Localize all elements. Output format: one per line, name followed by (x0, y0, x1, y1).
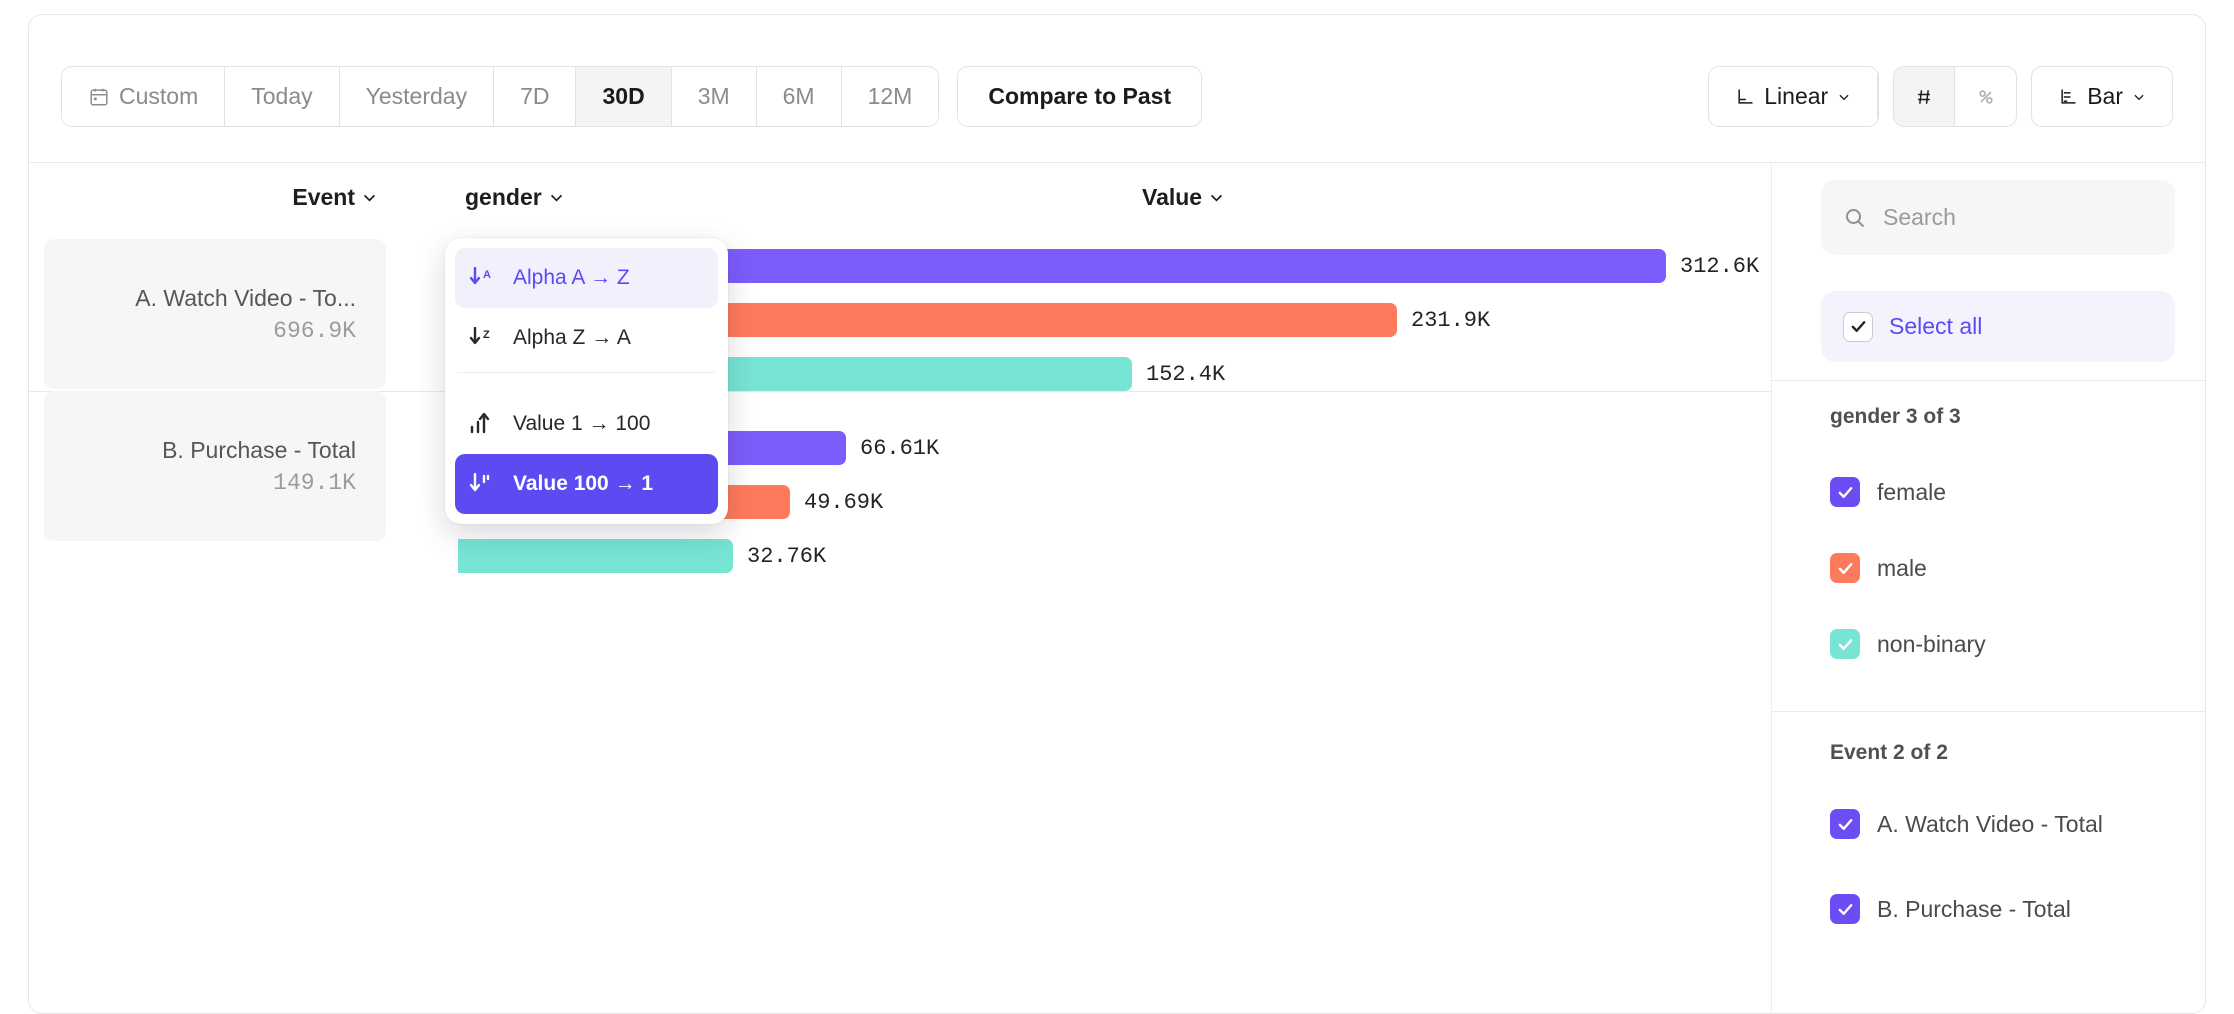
svg-text:Z: Z (483, 329, 490, 341)
svg-text:A: A (483, 269, 491, 281)
